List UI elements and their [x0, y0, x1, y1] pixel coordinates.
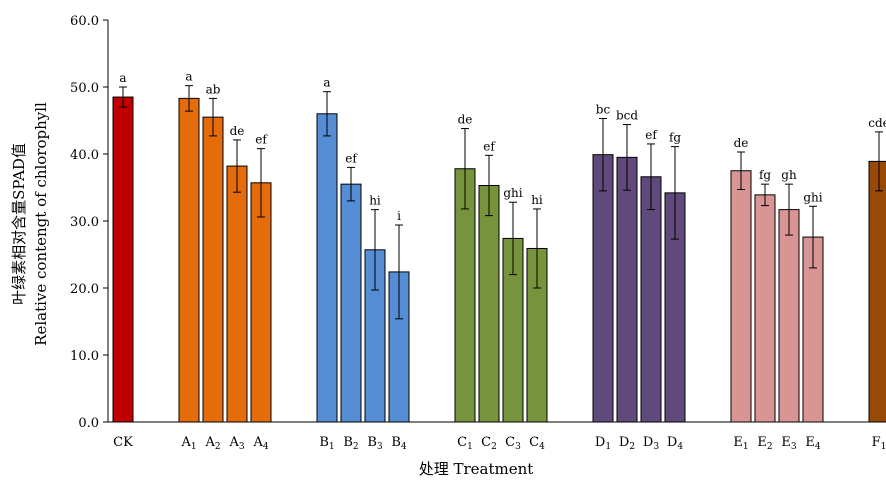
significance-label: gh	[781, 168, 797, 182]
y-tick-label: 60.0	[70, 14, 99, 29]
bar-group: ghi E4	[802, 190, 824, 452]
y-tick-label: 40.0	[70, 148, 99, 163]
bar-group: de E1	[730, 136, 752, 452]
bar	[616, 156, 638, 423]
significance-label: ghi	[503, 186, 522, 200]
x-tick-label: B2	[343, 435, 358, 452]
x-tick-label: B3	[367, 435, 383, 452]
bar-group: ef D3	[640, 128, 662, 452]
bar	[730, 170, 752, 423]
significance-label: fg	[669, 131, 681, 145]
bar-group: bcd D2	[616, 109, 638, 452]
bar-group: a B1	[316, 76, 338, 452]
bar-group: i B4	[388, 209, 410, 452]
bar	[178, 97, 200, 423]
significance-label: de	[458, 113, 473, 127]
bar-group: ab A2	[202, 82, 224, 452]
x-tick-label: A2	[204, 435, 220, 452]
significance-label: bcd	[616, 109, 638, 123]
x-tick-label: E1	[733, 435, 748, 452]
significance-label: de	[230, 124, 245, 138]
x-tick-label: D2	[619, 435, 635, 452]
x-tick-label: E3	[781, 435, 797, 452]
significance-label: a	[185, 70, 192, 84]
significance-label: ef	[345, 151, 358, 165]
x-tick-label: B4	[391, 435, 407, 452]
significance-label: a	[323, 76, 330, 90]
y-axis-label: 叶绿素相对含量SPAD值 Relative contengt of chloro…	[10, 102, 50, 346]
x-tick-label: A3	[228, 435, 244, 452]
bar-group: de C1	[454, 113, 476, 452]
bar	[868, 160, 886, 423]
y-tick-label: 50.0	[70, 81, 99, 96]
x-tick-label: C3	[505, 435, 521, 452]
x-tick-label: B1	[319, 435, 334, 452]
significance-label: bc	[596, 102, 611, 116]
significance-label: ab	[206, 82, 221, 96]
bar	[478, 184, 500, 423]
bar-group: hi B3	[364, 194, 386, 452]
bars: a CK a A1 ab A2 de A3 ef A4 a B1 ef B2 hi B3 i B4 de C1 ef C2…	[112, 70, 886, 452]
bar-group: a A1	[178, 70, 200, 452]
y-tick-label: 30.0	[70, 215, 99, 230]
bar	[202, 116, 224, 423]
bar-group: bc D1	[592, 102, 614, 452]
significance-label: hi	[531, 193, 543, 207]
bar-group: fg D4	[664, 131, 686, 452]
bar-group: fg E2	[754, 168, 776, 452]
bar-group: ef A4	[250, 133, 272, 452]
x-tick-label: D4	[667, 435, 683, 452]
bar	[778, 209, 800, 423]
significance-label: ghi	[803, 190, 822, 204]
significance-label: de	[734, 136, 749, 150]
bar	[250, 182, 272, 423]
y-tick-label: 10.0	[70, 349, 99, 364]
x-tick-label: F1	[872, 435, 886, 452]
x-tick-label: C4	[529, 435, 545, 452]
x-tick-label: D3	[643, 435, 659, 452]
bar-group: ef C2	[478, 139, 500, 452]
significance-label: ef	[645, 128, 658, 142]
bar-group: gh E3	[778, 168, 800, 452]
significance-label: cde	[868, 116, 886, 130]
bar	[316, 113, 338, 423]
x-axis-label: 处理 Treatment	[419, 460, 534, 478]
bar	[112, 96, 134, 423]
significance-label: a	[119, 71, 126, 85]
y-axis-label-line-2: Relative contengt of chlorophyll	[32, 102, 50, 346]
bar-group: hi C4	[526, 193, 548, 452]
bar-group: cde F1	[868, 116, 886, 452]
significance-label: ef	[483, 139, 496, 153]
x-tick-label: C2	[481, 435, 497, 452]
x-tick-label: A1	[180, 435, 196, 452]
bar	[754, 194, 776, 423]
x-tick-label: E4	[805, 435, 821, 452]
bar-group: a CK	[112, 71, 134, 450]
x-tick-label: E2	[757, 435, 772, 452]
y-tick-label: 0.0	[78, 416, 99, 431]
bar	[592, 154, 614, 423]
bar-group: ef B2	[340, 151, 362, 452]
significance-label: i	[397, 209, 401, 223]
bar-group: de A3	[226, 124, 248, 452]
bar-group: ghi C3	[502, 186, 524, 452]
x-tick-label: CK	[113, 435, 133, 450]
y-axis-label-line-1: 叶绿素相对含量SPAD值	[10, 143, 28, 305]
x-tick-label: A4	[252, 435, 268, 452]
bar	[340, 183, 362, 423]
x-tick-label: C1	[457, 435, 473, 452]
y-tick-label: 20.0	[70, 282, 99, 297]
bar	[640, 176, 662, 423]
x-tick-label: D1	[595, 435, 611, 452]
significance-label: hi	[369, 194, 381, 208]
significance-label: fg	[759, 168, 771, 182]
significance-label: ef	[255, 133, 268, 147]
bar	[226, 165, 248, 423]
